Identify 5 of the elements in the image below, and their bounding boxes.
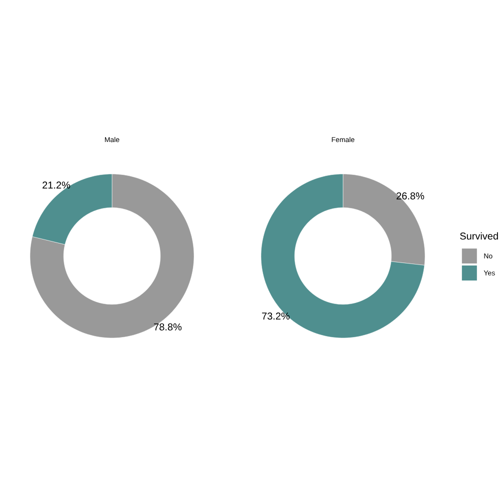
data-label: 73.2% [262,312,290,320]
data-label: 21.2% [42,182,70,189]
data-label: 26.8% [396,192,424,200]
data-label: 78.8% [154,323,182,330]
legend-title: Survived [460,232,498,240]
